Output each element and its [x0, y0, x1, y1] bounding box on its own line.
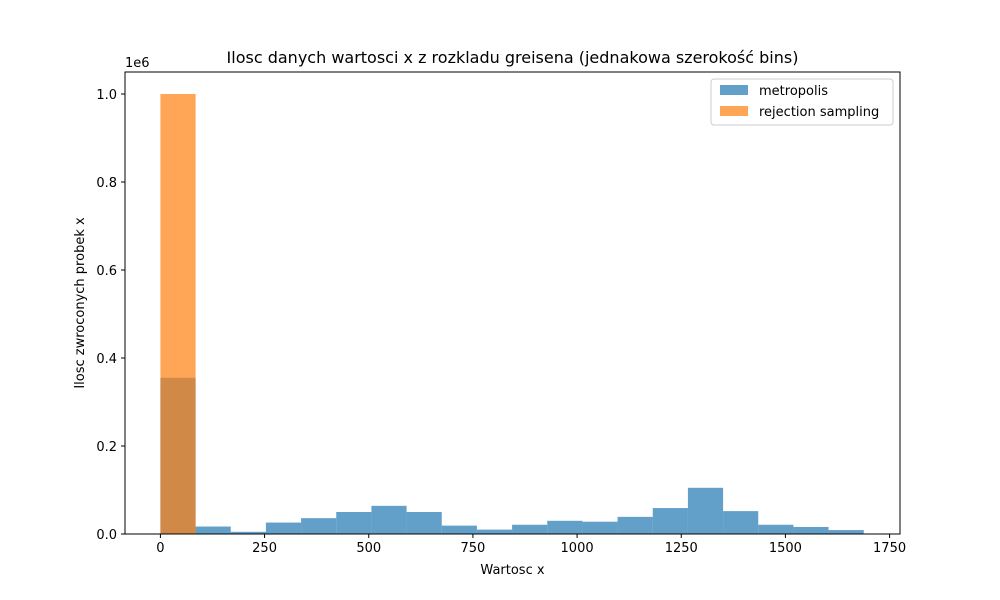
x-tick-label: 1500 [769, 541, 802, 556]
bar-metropolis-16 [723, 511, 759, 534]
bar-metropolis-1 [195, 526, 231, 534]
legend-frame [710, 78, 894, 126]
y-tick-label: 0.4 [96, 352, 117, 367]
x-tick-label: 0 [156, 541, 164, 556]
legend-swatch-rejection-sampling [720, 106, 748, 116]
x-tick-label: 750 [461, 541, 486, 556]
x-axis-label: Wartosc x [480, 563, 544, 578]
legend: metropolis rejection sampling [710, 78, 894, 126]
bar-metropolis-10 [512, 524, 548, 534]
bar-metropolis-4 [301, 518, 337, 534]
bar-metropolis-14 [652, 508, 688, 534]
bar-metropolis-11 [547, 520, 583, 534]
bar-metropolis-13 [617, 516, 653, 534]
x-tick-label: 500 [356, 541, 381, 556]
y-tick-label: 0.6 [96, 264, 117, 279]
chart-title: Ilosc danych wartosci x z rozkladu greis… [227, 48, 799, 67]
plot-frame [124, 71, 901, 535]
y-tick-label: 0.2 [96, 440, 117, 455]
x-tick-label: 1750 [873, 541, 906, 556]
bar-metropolis-18 [793, 526, 829, 534]
bar-metropolis-8 [441, 525, 477, 534]
bar-metropolis-7 [406, 512, 442, 534]
bar-metropolis-9 [476, 529, 513, 534]
bar-metropolis-15 [687, 487, 724, 534]
bars-group [160, 94, 864, 534]
legend-label-rejection-sampling: rejection sampling [759, 105, 879, 120]
x-axis: 0 250 500 750 1000 1250 1500 1750 [156, 534, 906, 556]
y-axis-label: Ilosc zwroconych probek x [73, 217, 88, 389]
y-offset-label: 1e6 [125, 56, 150, 71]
bar-metropolis-6 [371, 505, 407, 534]
bar-metropolis-3 [265, 522, 302, 534]
x-tick-label: 1250 [665, 541, 698, 556]
legend-swatch-metropolis [720, 85, 748, 95]
bar-metropolis-5 [336, 512, 372, 534]
legend-label-metropolis: metropolis [759, 84, 828, 99]
y-tick-label: 1.0 [96, 88, 117, 103]
x-tick-label: 250 [252, 541, 277, 556]
bar-metropolis-2 [230, 531, 266, 534]
bar-metropolis-17 [758, 524, 794, 534]
y-tick-label: 0.0 [96, 528, 117, 543]
y-tick-label: 0.8 [96, 176, 117, 191]
bar-metropolis-12 [582, 521, 618, 534]
bar-metropolis-19 [828, 530, 864, 534]
bar-rejection-sampling-0 [160, 94, 196, 534]
x-tick-label: 1000 [561, 541, 594, 556]
y-axis: 0.0 0.2 0.4 0.6 0.8 1.0 [96, 88, 125, 543]
